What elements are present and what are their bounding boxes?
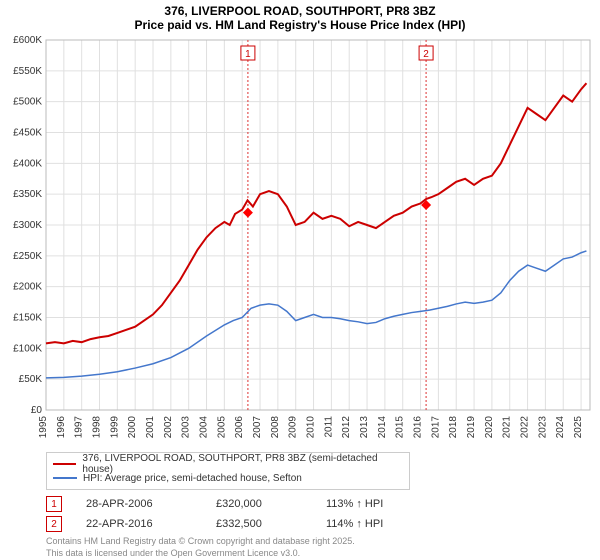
footer-line1: Contains HM Land Registry data © Crown c… bbox=[46, 536, 355, 548]
svg-text:£600K: £600K bbox=[13, 36, 42, 46]
sale-date: 22-APR-2016 bbox=[86, 518, 216, 530]
chart-title-line2: Price paid vs. HM Land Registry's House … bbox=[0, 18, 600, 34]
svg-text:2023: 2023 bbox=[537, 416, 548, 439]
sale-marker-box: 1 bbox=[46, 496, 62, 512]
svg-text:2018: 2018 bbox=[448, 416, 459, 439]
svg-text:2002: 2002 bbox=[163, 416, 174, 439]
svg-text:2005: 2005 bbox=[216, 416, 227, 439]
svg-text:£50K: £50K bbox=[19, 374, 43, 385]
legend-swatch-price bbox=[53, 463, 76, 465]
svg-text:£500K: £500K bbox=[13, 97, 42, 108]
sale-pct: 114% ↑ HPI bbox=[326, 518, 426, 530]
footer-line2: This data is licensed under the Open Gov… bbox=[46, 548, 355, 560]
svg-text:£200K: £200K bbox=[13, 282, 42, 293]
sale-table: 1 28-APR-2006 £320,000 113% ↑ HPI 2 22-A… bbox=[46, 494, 426, 534]
svg-text:2003: 2003 bbox=[181, 416, 192, 439]
svg-text:£100K: £100K bbox=[13, 343, 42, 354]
svg-text:2011: 2011 bbox=[323, 416, 334, 438]
svg-text:1: 1 bbox=[245, 49, 251, 60]
svg-text:2008: 2008 bbox=[270, 416, 281, 439]
svg-text:2014: 2014 bbox=[377, 416, 388, 439]
sale-marker-box: 2 bbox=[46, 516, 62, 532]
sale-price: £332,500 bbox=[216, 518, 326, 530]
svg-text:2001: 2001 bbox=[145, 416, 156, 439]
svg-text:2013: 2013 bbox=[359, 416, 370, 439]
svg-text:£550K: £550K bbox=[13, 66, 42, 77]
svg-text:2020: 2020 bbox=[484, 416, 495, 439]
chart-svg: £0 £50K £100K £150K £200K £250K £300K £350K £400… bbox=[0, 36, 600, 446]
svg-text:1995: 1995 bbox=[38, 416, 49, 439]
svg-text:2010: 2010 bbox=[306, 416, 317, 439]
svg-text:2012: 2012 bbox=[341, 416, 352, 439]
svg-text:£0: £0 bbox=[31, 405, 43, 416]
legend-swatch-hpi bbox=[53, 477, 77, 479]
svg-text:2004: 2004 bbox=[199, 416, 210, 439]
svg-text:2015: 2015 bbox=[395, 416, 406, 439]
sale-row: 2 22-APR-2016 £332,500 114% ↑ HPI bbox=[46, 514, 426, 534]
svg-text:£250K: £250K bbox=[13, 251, 42, 262]
svg-text:£400K: £400K bbox=[13, 158, 42, 169]
svg-text:2021: 2021 bbox=[502, 416, 513, 439]
svg-text:2: 2 bbox=[423, 49, 429, 60]
svg-text:1996: 1996 bbox=[56, 416, 67, 439]
svg-text:2019: 2019 bbox=[466, 416, 477, 439]
sale-pct: 113% ↑ HPI bbox=[326, 498, 426, 510]
footer: Contains HM Land Registry data © Crown c… bbox=[46, 536, 355, 559]
svg-text:£350K: £350K bbox=[13, 189, 42, 200]
legend: 376, LIVERPOOL ROAD, SOUTHPORT, PR8 3BZ … bbox=[46, 452, 410, 490]
svg-text:2016: 2016 bbox=[413, 416, 424, 439]
svg-text:2024: 2024 bbox=[555, 416, 566, 439]
sale-price: £320,000 bbox=[216, 498, 326, 510]
svg-text:2006: 2006 bbox=[234, 416, 245, 439]
svg-text:1999: 1999 bbox=[109, 416, 120, 439]
svg-text:2017: 2017 bbox=[430, 416, 441, 439]
chart-title-line1: 376, LIVERPOOL ROAD, SOUTHPORT, PR8 3BZ bbox=[0, 0, 600, 18]
sale-row: 1 28-APR-2006 £320,000 113% ↑ HPI bbox=[46, 494, 426, 514]
svg-text:2007: 2007 bbox=[252, 416, 263, 439]
svg-text:£450K: £450K bbox=[13, 128, 42, 139]
legend-label-hpi: HPI: Average price, semi-detached house,… bbox=[83, 473, 302, 484]
legend-row-price: 376, LIVERPOOL ROAD, SOUTHPORT, PR8 3BZ … bbox=[53, 457, 403, 471]
svg-text:1997: 1997 bbox=[74, 416, 85, 439]
sale-date: 28-APR-2006 bbox=[86, 498, 216, 510]
svg-text:2009: 2009 bbox=[288, 416, 299, 439]
svg-text:£300K: £300K bbox=[13, 220, 42, 231]
svg-text:2022: 2022 bbox=[520, 416, 531, 439]
svg-text:£150K: £150K bbox=[13, 313, 42, 324]
svg-text:2025: 2025 bbox=[573, 416, 584, 439]
svg-text:2000: 2000 bbox=[127, 416, 138, 439]
svg-text:1998: 1998 bbox=[92, 416, 103, 439]
chart-container: 376, LIVERPOOL ROAD, SOUTHPORT, PR8 3BZ … bbox=[0, 0, 600, 560]
